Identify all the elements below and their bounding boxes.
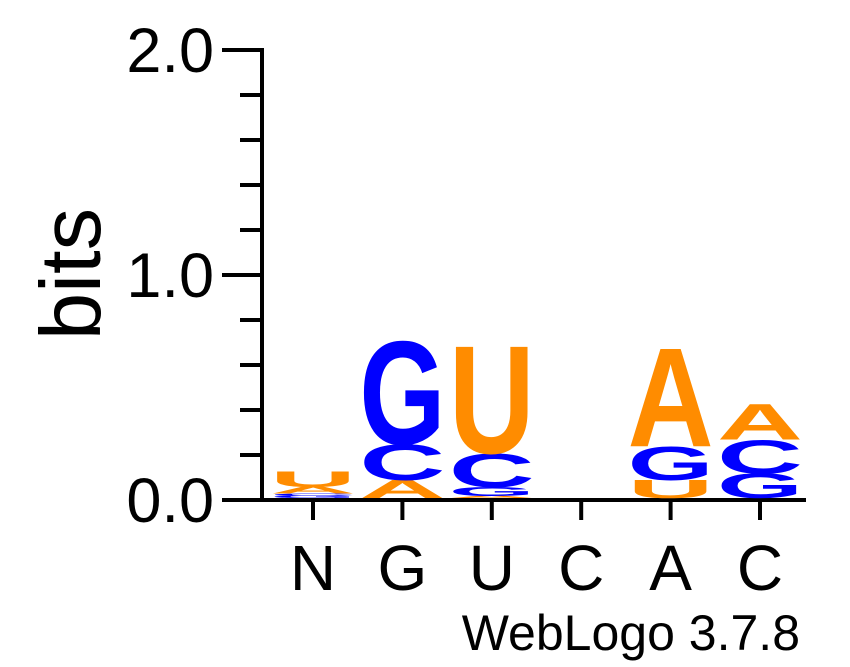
- y-axis: 0.0 1.0 2.0: [126, 16, 264, 536]
- letter-a: A: [717, 393, 803, 451]
- x-tick-label: A: [649, 532, 692, 604]
- y-tick-label: 1.0: [126, 241, 214, 311]
- y-tick-label: 2.0: [126, 16, 214, 86]
- x-tick-label: N: [290, 532, 336, 604]
- letter-a: A: [449, 495, 535, 499]
- x-tick-label: U: [469, 532, 515, 604]
- weblogo-credit: WebLogo 3.7.8: [462, 605, 800, 661]
- x-tick-label: G: [378, 532, 428, 604]
- letter-u: U: [628, 475, 714, 504]
- y-tick-label: 0.0: [126, 466, 214, 536]
- letter-g: G: [270, 495, 356, 499]
- letter-stack: GCA: [717, 393, 803, 506]
- letter-g: G: [717, 466, 803, 506]
- letter-a: A: [628, 318, 714, 476]
- letter-c: C: [359, 433, 445, 491]
- letter-c: C: [270, 493, 356, 497]
- letter-g: G: [449, 484, 535, 498]
- y-axis-label: bits: [24, 208, 119, 340]
- letter-u: U: [449, 313, 535, 486]
- letter-a: A: [359, 475, 445, 504]
- letter-stack: ACG: [359, 310, 445, 503]
- x-tick-label: C: [737, 532, 783, 604]
- letter-u: U: [270, 467, 356, 492]
- letter-g: G: [628, 436, 714, 490]
- letter-c: C: [449, 443, 535, 497]
- letter-g: G: [359, 310, 445, 475]
- letter-a: A: [270, 485, 356, 496]
- letter-stack: UGA: [628, 318, 714, 504]
- letter-c: C: [717, 430, 803, 484]
- x-tick-label: C: [558, 532, 604, 604]
